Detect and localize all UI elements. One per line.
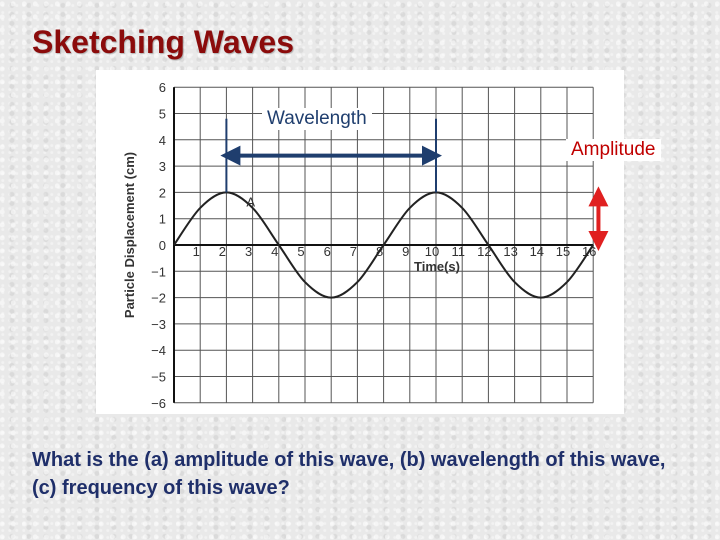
x-tick-label: 14 bbox=[530, 244, 544, 259]
y-tick-label: −6 bbox=[151, 396, 166, 411]
x-axis-title: Time(s) bbox=[414, 259, 460, 274]
tick-labels: 1 2 3 4 5 6 7 8 9 10 11 12 13 14 15 166543210−1−2−3−4−5… bbox=[151, 80, 596, 411]
wave-curve bbox=[173, 191, 595, 299]
y-tick-label: 1 bbox=[159, 212, 166, 227]
x-tick-label: 3 bbox=[245, 244, 252, 259]
x-tick-label: 10 bbox=[425, 244, 439, 259]
x-tick-label: 11 bbox=[451, 244, 465, 259]
x-tick-label: 2 bbox=[219, 244, 226, 259]
y-tick-label: −4 bbox=[151, 343, 166, 358]
x-tick-label: 15 bbox=[556, 244, 570, 259]
y-tick-label: 0 bbox=[159, 238, 166, 253]
point-label-a: A bbox=[246, 194, 255, 209]
x-tick-label: 5 bbox=[297, 244, 304, 259]
y-tick-label: 4 bbox=[159, 133, 166, 148]
slide-title: Sketching Waves bbox=[32, 24, 295, 60]
y-tick-label: 3 bbox=[159, 159, 166, 174]
y-tick-label: −5 bbox=[151, 370, 166, 385]
amplitude-label: Amplitude bbox=[566, 139, 661, 161]
wavelength-label: Wavelength bbox=[262, 108, 372, 130]
x-tick-label: 6 bbox=[324, 244, 331, 259]
x-tick-label: 4 bbox=[271, 244, 278, 259]
wave-chart: 1 2 3 4 5 6 7 8 9 10 11 12 13 14 15 166543210−1−2−3−4−5… bbox=[122, 80, 609, 411]
x-tick-label: 13 bbox=[503, 244, 517, 259]
x-tick-label: 9 bbox=[402, 244, 409, 259]
y-tick-label: −2 bbox=[151, 291, 166, 306]
y-tick-label: 6 bbox=[159, 80, 166, 95]
question-text: What is the (a) amplitude of this wave, … bbox=[32, 449, 666, 499]
y-axis-title: Particle Displacement (cm) bbox=[122, 152, 137, 318]
x-tick-label: 12 bbox=[477, 244, 491, 259]
y-tick-label: −3 bbox=[151, 317, 166, 332]
x-tick-label: 7 bbox=[350, 244, 357, 259]
x-tick-label: 1 bbox=[193, 244, 200, 259]
y-tick-label: 2 bbox=[159, 185, 166, 200]
y-tick-label: 5 bbox=[159, 107, 166, 122]
y-tick-label: −1 bbox=[151, 264, 166, 279]
